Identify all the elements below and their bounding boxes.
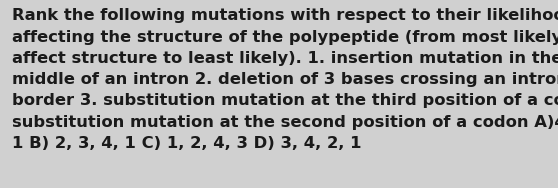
Text: Rank the following mutations with respect to their likelihood of
affecting the s: Rank the following mutations with respec… — [12, 8, 558, 151]
